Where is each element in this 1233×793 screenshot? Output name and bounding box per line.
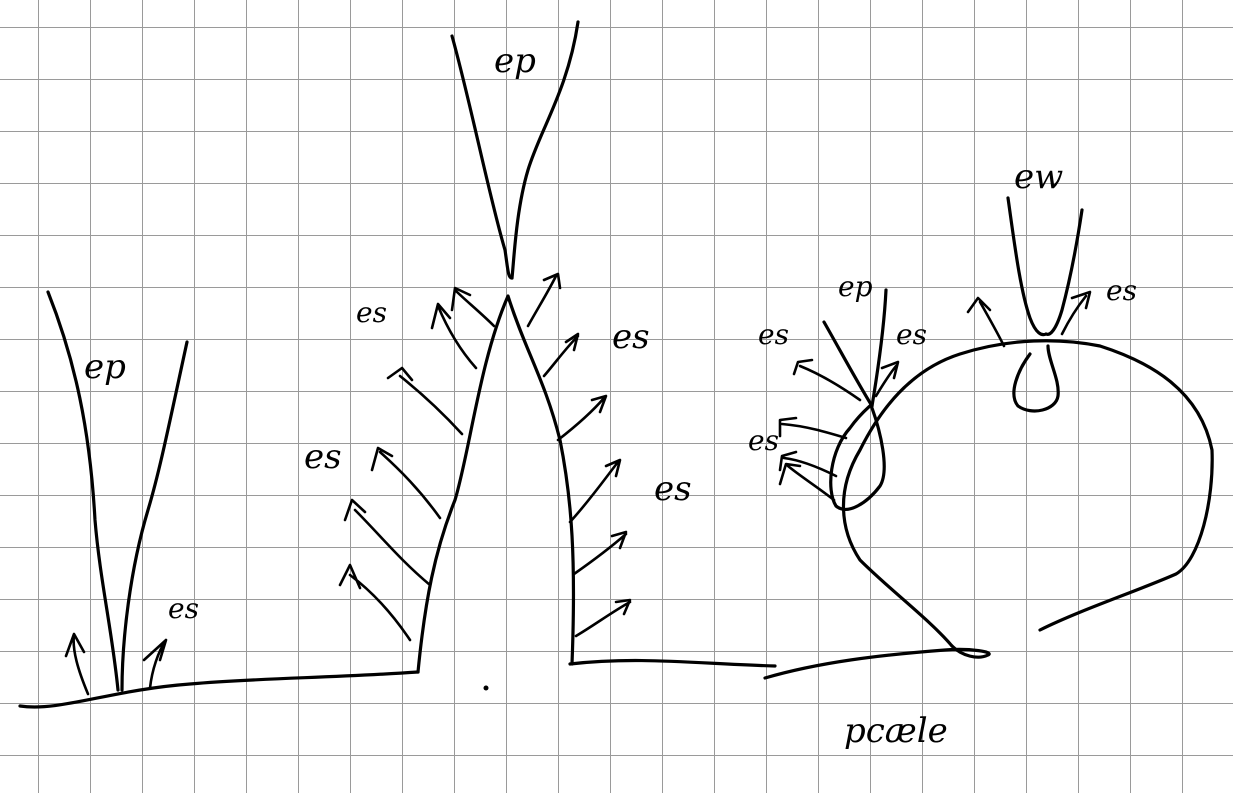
- peak-arrow-r1: [526, 272, 562, 328]
- ink-dot: [483, 685, 489, 691]
- label-peak-left-mid: es: [304, 437, 342, 477]
- label-left-tall: ep: [84, 347, 126, 387]
- peak-arrow-l3: [370, 446, 442, 520]
- blob-arrow-3: [874, 360, 900, 398]
- label-peak-right-mid: es: [654, 469, 692, 509]
- peak-arrow-l5: [430, 302, 478, 370]
- label-blob-left-mid: es: [748, 424, 779, 457]
- blob-inner-loop: [829, 402, 886, 511]
- peak-arrow-r5: [572, 530, 628, 576]
- blob-arrow-1: [966, 296, 1006, 348]
- label-peak-left-top: es: [356, 296, 387, 329]
- blob-stem-ep-left: [822, 320, 874, 408]
- blob-outline: [841, 339, 1214, 648]
- peak-arrow-l1: [338, 563, 412, 642]
- label-blob-top: ew: [1014, 157, 1063, 197]
- peak-arrow-l2: [343, 498, 432, 587]
- blob-arrow-6: [778, 450, 838, 478]
- blob-stem-ep-right: [870, 288, 888, 408]
- peak-stem-right: [510, 20, 580, 280]
- peak-arrow-l4: [386, 366, 464, 436]
- left-small-arrow-1: [64, 632, 90, 696]
- peak-arrow-l6: [450, 286, 496, 328]
- blob-arrow-2: [1060, 290, 1092, 336]
- label-blob-small: es: [896, 318, 927, 351]
- blob-stem-ew-left: [1006, 196, 1048, 337]
- blob-stem-ew-right: [1044, 208, 1084, 336]
- left-small-arrow-2: [142, 638, 168, 690]
- peak-arrow-r3: [556, 394, 608, 442]
- label-peak-right-top: es: [612, 317, 650, 357]
- peak-arrow-r4: [568, 458, 622, 524]
- label-left-small: es: [168, 592, 199, 625]
- left-stalk-left: [46, 290, 120, 692]
- label-blob-right: es: [1106, 274, 1137, 307]
- ground-line: [18, 670, 420, 709]
- label-top-center: ep: [494, 41, 536, 81]
- left-stalk-right: [120, 340, 189, 692]
- peak-outline: [416, 294, 576, 674]
- blob-arrow-7: [778, 462, 836, 502]
- label-bottom-word: pcæle: [844, 711, 948, 751]
- blob-arrow-5: [778, 416, 848, 440]
- peak-arrow-r2: [542, 332, 580, 378]
- blob-inner-drop: [1012, 344, 1060, 413]
- peak-stem-left: [450, 34, 514, 280]
- peak-arrow-r6: [574, 598, 632, 638]
- label-blob-left-top: es: [758, 318, 789, 351]
- ground-line-right: [568, 658, 777, 668]
- ground-line-far: [763, 644, 991, 680]
- blob-arrow-4: [792, 358, 862, 402]
- label-blob-ep: ep: [838, 270, 873, 303]
